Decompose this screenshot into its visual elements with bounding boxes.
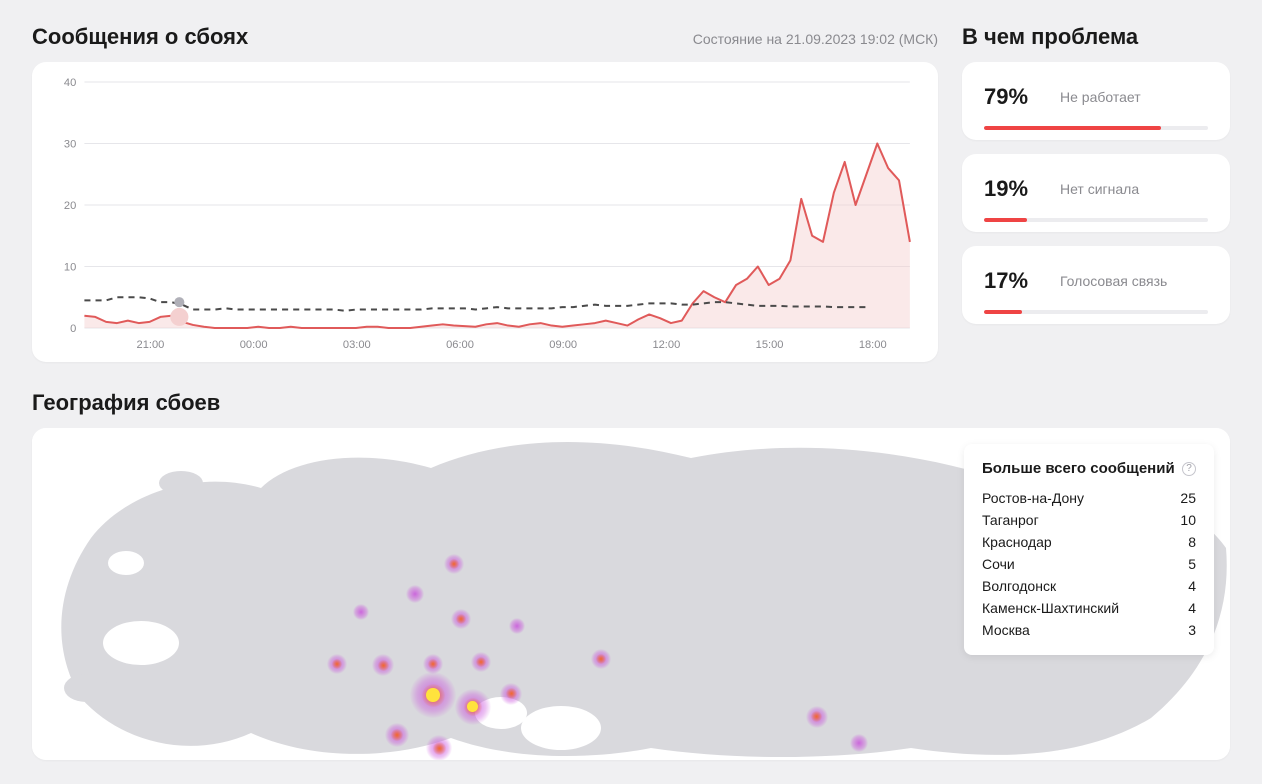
- city-count: 5: [1188, 556, 1196, 572]
- city-name: Таганрог: [982, 512, 1039, 528]
- svg-text:0: 0: [70, 323, 76, 335]
- map-hotspot: [471, 652, 491, 672]
- map-hotspot: [385, 723, 409, 747]
- svg-text:15:00: 15:00: [756, 339, 784, 351]
- svg-text:00:00: 00:00: [240, 339, 268, 351]
- map-hotspot: [423, 654, 443, 674]
- problem-bar: [984, 310, 1208, 314]
- city-row: Краснодар 8: [982, 531, 1196, 553]
- svg-text:40: 40: [64, 77, 76, 89]
- map-hotspot: [410, 672, 456, 718]
- map-hotspot: [372, 654, 394, 676]
- top-cities-title: Больше всего сообщений: [982, 460, 1175, 477]
- city-name: Ростов-на-Дону: [982, 490, 1084, 506]
- problem-label: Не работает: [1060, 89, 1141, 105]
- problem-card: 19% Нет сигнала: [962, 154, 1230, 232]
- city-row: Таганрог 10: [982, 509, 1196, 531]
- city-count: 3: [1188, 622, 1196, 638]
- top-cities-card: Больше всего сообщений ? Ростов-на-Дону 2…: [964, 444, 1214, 655]
- map-hotspot: [591, 649, 611, 669]
- map-hotspot: [500, 683, 522, 705]
- problem-bar: [984, 126, 1208, 130]
- status-timestamp: Состояние на 21.09.2023 19:02 (МСК): [693, 31, 938, 47]
- city-name: Москва: [982, 622, 1030, 638]
- city-row: Волгодонск 4: [982, 575, 1196, 597]
- city-row: Ростов-на-Дону 25: [982, 487, 1196, 509]
- city-row: Москва 3: [982, 619, 1196, 641]
- help-icon[interactable]: ?: [1182, 462, 1196, 476]
- city-row: Каменск-Шахтинский 4: [982, 597, 1196, 619]
- svg-text:21:00: 21:00: [137, 339, 165, 351]
- svg-text:03:00: 03:00: [343, 339, 371, 351]
- svg-text:12:00: 12:00: [652, 339, 680, 351]
- city-count: 4: [1188, 600, 1196, 616]
- svg-text:30: 30: [64, 139, 76, 151]
- map-hotspot: [850, 734, 868, 752]
- map-hotspot: [353, 604, 369, 620]
- svg-text:18:00: 18:00: [859, 339, 887, 351]
- geo-map-card: Больше всего сообщений ? Ростов-на-Дону 2…: [32, 428, 1230, 760]
- map-hotspot: [509, 618, 525, 634]
- city-name: Сочи: [982, 556, 1015, 572]
- map-hotspot: [451, 609, 471, 629]
- problems-title: В чем проблема: [962, 24, 1230, 50]
- svg-text:06:00: 06:00: [446, 339, 474, 351]
- city-name: Каменск-Шахтинский: [982, 600, 1119, 616]
- city-count: 10: [1180, 512, 1196, 528]
- problem-label: Голосовая связь: [1060, 273, 1167, 289]
- map-hotspot: [444, 554, 464, 574]
- city-name: Краснодар: [982, 534, 1052, 550]
- problem-percent: 79%: [984, 84, 1042, 110]
- problem-percent: 17%: [984, 268, 1042, 294]
- map-hotspot: [426, 735, 452, 760]
- city-count: 4: [1188, 578, 1196, 594]
- problem-label: Нет сигнала: [1060, 181, 1139, 197]
- problem-percent: 19%: [984, 176, 1042, 202]
- map-hotspot: [327, 654, 347, 674]
- geo-title: География сбоев: [32, 390, 220, 416]
- reports-chart: 0 10 20 30 40 21:00 00:00 03:00 06:00 09:00 12:00 1…: [32, 62, 938, 362]
- problem-card: 79% Не работает: [962, 62, 1230, 140]
- reports-title: Сообщения о сбоях: [32, 24, 248, 50]
- map-hotspot: [806, 706, 828, 728]
- svg-text:20: 20: [64, 200, 76, 212]
- city-name: Волгодонск: [982, 578, 1056, 594]
- city-count: 25: [1180, 490, 1196, 506]
- city-row: Сочи 5: [982, 553, 1196, 575]
- problem-bar: [984, 218, 1208, 222]
- svg-text:09:00: 09:00: [549, 339, 577, 351]
- svg-text:10: 10: [64, 262, 76, 274]
- map-hotspot: [406, 585, 424, 603]
- map-hotspot: [455, 689, 491, 725]
- city-count: 8: [1188, 534, 1196, 550]
- problem-card: 17% Голосовая связь: [962, 246, 1230, 324]
